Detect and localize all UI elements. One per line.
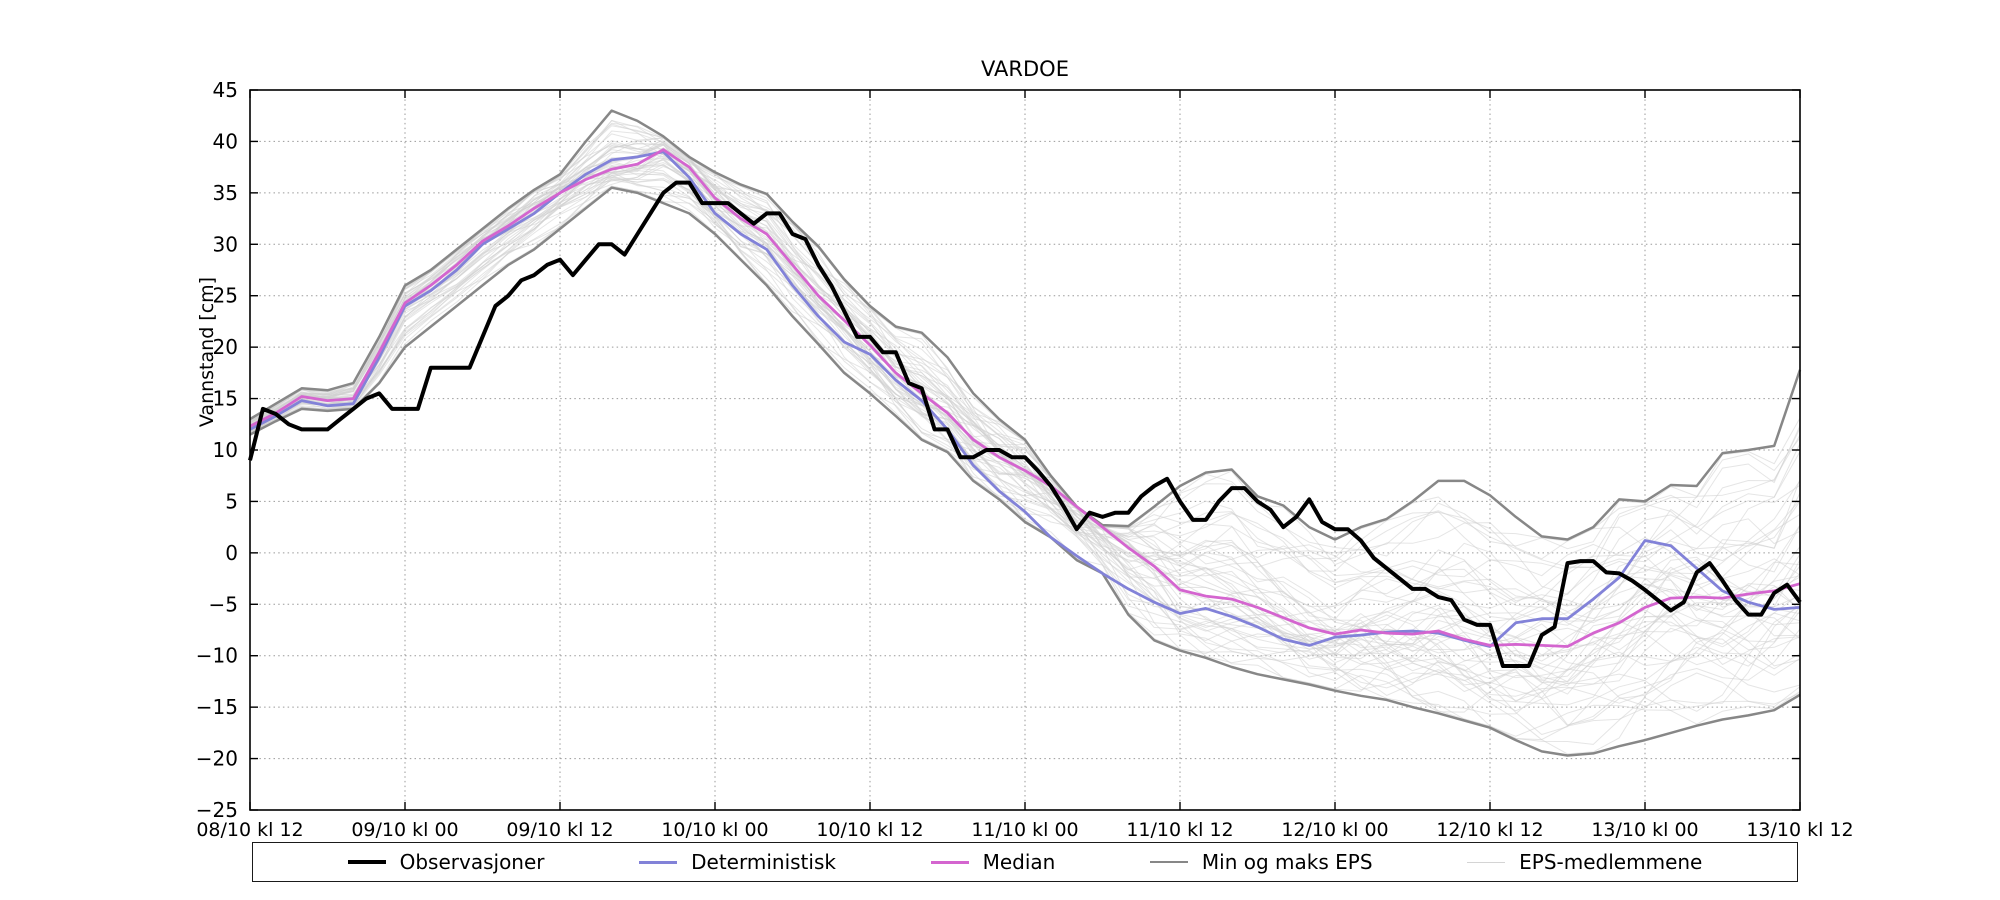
- x-tick-label: 13/10 kl 00: [1591, 819, 1698, 841]
- x-tick-label: 09/10 kl 12: [506, 819, 613, 841]
- y-tick-label: −25: [196, 798, 238, 822]
- legend-entry-eps-members: EPS-medlemmene: [1467, 850, 1702, 874]
- eps-members-line-swatch: [1467, 861, 1506, 863]
- x-tick-label: 11/10 kl 12: [1126, 819, 1233, 841]
- y-tick-label: 35: [213, 181, 238, 205]
- y-tick-label: 30: [213, 232, 238, 256]
- x-tick-label: 10/10 kl 00: [661, 819, 768, 841]
- x-tick-label: 10/10 kl 12: [816, 819, 923, 841]
- y-tick-label: 45: [213, 78, 238, 102]
- y-tick-label: 25: [213, 284, 238, 308]
- chart-title: VARDOE: [981, 57, 1069, 81]
- legend-label: Deterministisk: [691, 850, 836, 874]
- x-tick-label: 12/10 kl 12: [1436, 819, 1543, 841]
- observations-line-swatch: [347, 860, 386, 864]
- legend-label: EPS-medlemmene: [1519, 850, 1703, 874]
- y-tick-label: 10: [213, 438, 238, 462]
- legend-label: Median: [982, 850, 1056, 874]
- y-tick-label: −5: [209, 592, 238, 616]
- deterministic-line-swatch: [639, 860, 678, 864]
- legend-entry-observations: Observasjoner: [347, 850, 545, 874]
- x-tick-label: 12/10 kl 00: [1281, 819, 1388, 841]
- y-tick-label: 15: [213, 387, 238, 411]
- y-tick-label: 5: [225, 489, 238, 513]
- minmax-eps-line-swatch: [1149, 861, 1188, 863]
- x-tick-label: 08/10 kl 12: [196, 819, 303, 841]
- y-tick-label: 40: [213, 129, 238, 153]
- y-tick-label: 20: [213, 335, 238, 359]
- x-tick-label: 11/10 kl 00: [971, 819, 1078, 841]
- y-axis-label: Vannstand [cm]: [196, 276, 218, 428]
- y-tick-label: 0: [225, 541, 238, 565]
- y-tick-label: −10: [196, 644, 238, 668]
- x-tick-label: 13/10 kl 12: [1746, 819, 1853, 841]
- median-line-swatch: [930, 860, 969, 864]
- legend-label: Min og maks EPS: [1201, 850, 1373, 874]
- legend-label: Observasjoner: [399, 850, 545, 874]
- legend: Observasjoner Deterministisk Median Min …: [252, 842, 1798, 882]
- y-tick-label: −15: [196, 695, 238, 719]
- legend-entry-median: Median: [930, 850, 1056, 874]
- x-tick-label: 09/10 kl 00: [351, 819, 458, 841]
- legend-entry-deterministic: Deterministisk: [639, 850, 836, 874]
- y-tick-label: −20: [196, 747, 238, 771]
- legend-entry-minmax-eps: Min og maks EPS: [1149, 850, 1373, 874]
